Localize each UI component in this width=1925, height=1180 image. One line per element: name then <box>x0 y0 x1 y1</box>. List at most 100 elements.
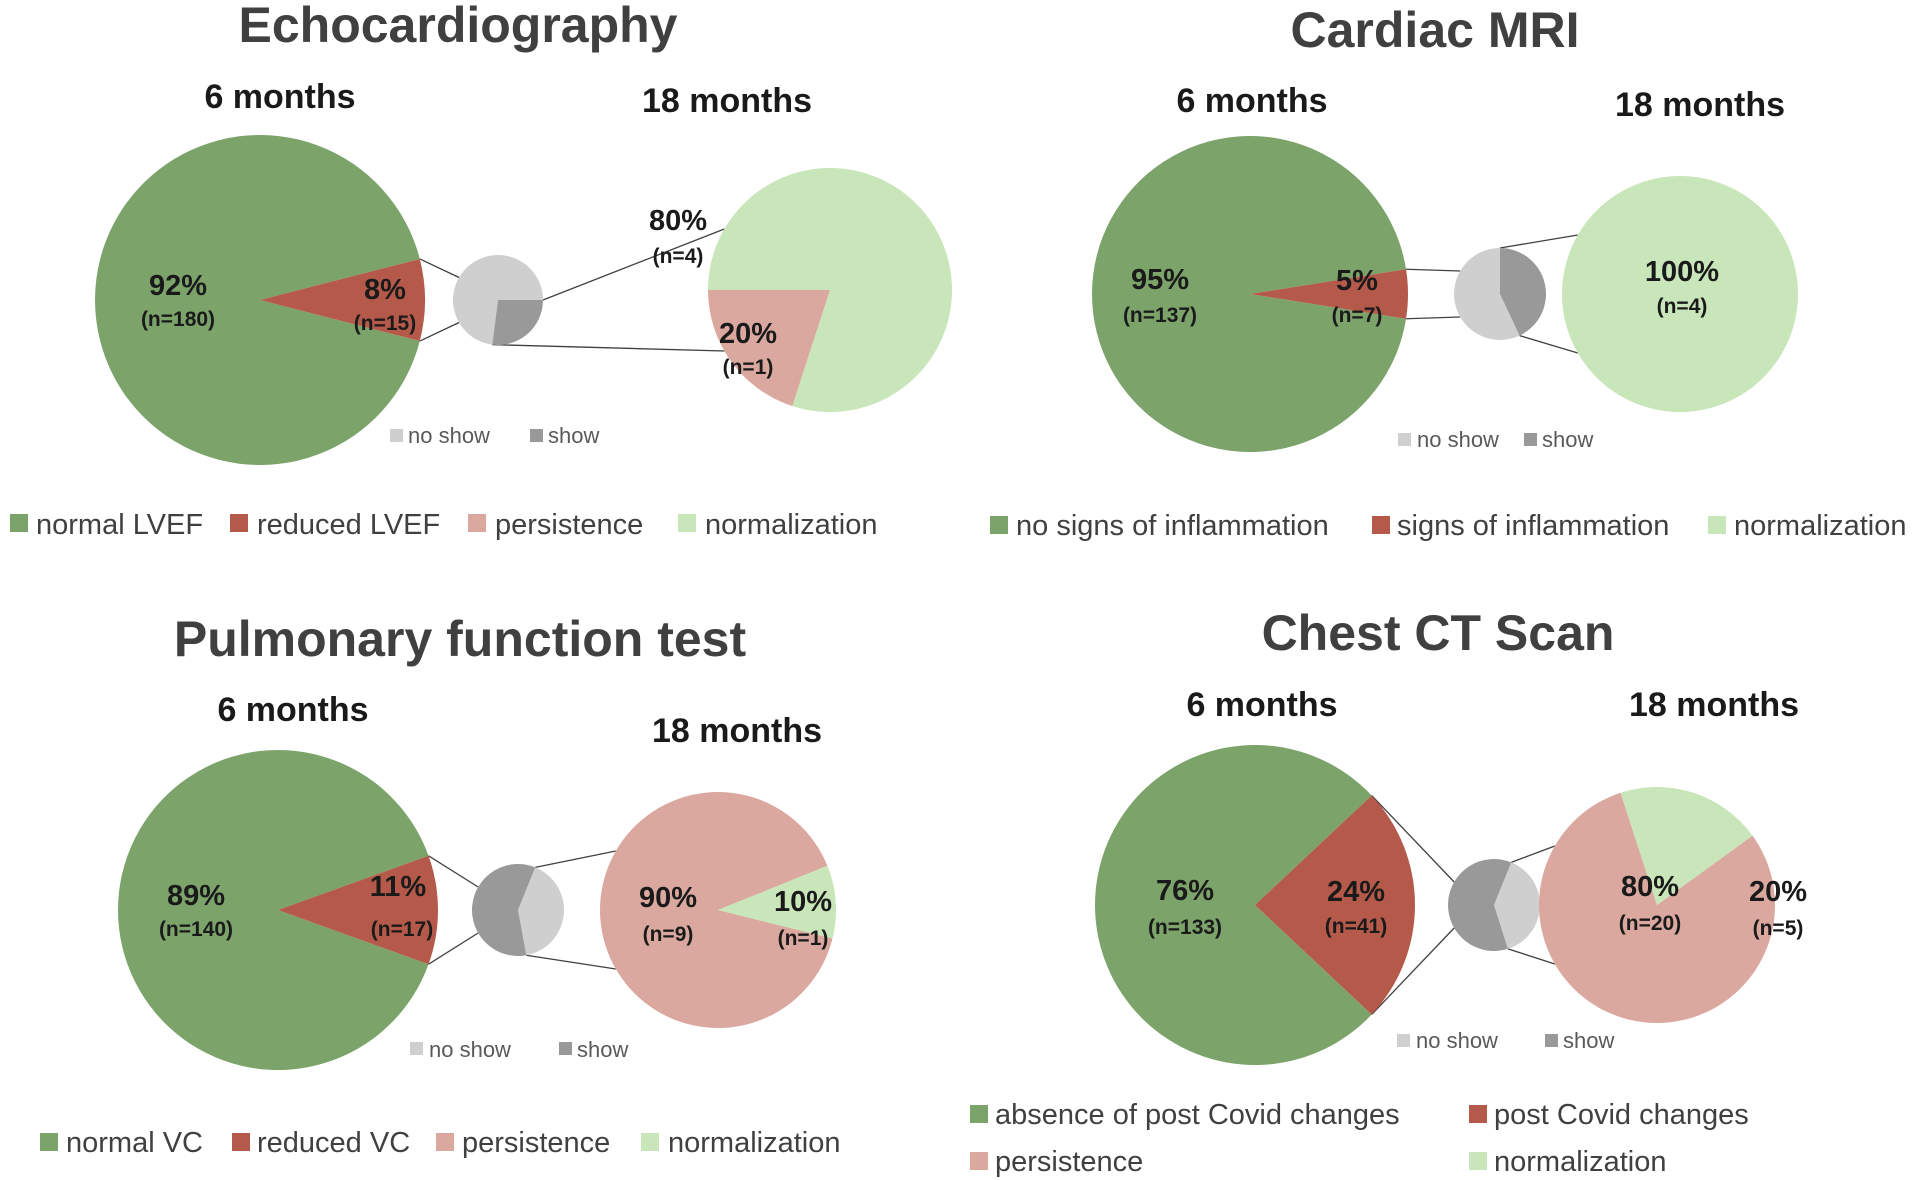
legend-swatch-show <box>559 1042 572 1055</box>
legend-label: absence of post Covid changes <box>995 1099 1400 1131</box>
legend-label: persistence <box>495 509 643 541</box>
legend-swatch-no-show <box>1398 433 1411 446</box>
legend-label: normal VC <box>66 1127 203 1159</box>
legend-swatch <box>970 1152 988 1170</box>
attendance-slice-no-show <box>1454 248 1520 340</box>
legend-label: persistence <box>462 1127 610 1159</box>
followup-slice-normalization <box>708 167 952 412</box>
main-slice-signs-of-inflammation <box>1250 269 1408 319</box>
followup-pct-label: 90% <box>639 882 697 914</box>
legend-label-no-show: no show <box>1417 427 1499 452</box>
main-slice-no-signs-of-inflammation <box>1092 136 1407 453</box>
followup-pie <box>708 167 952 412</box>
main-period-label: 6 months <box>217 691 368 729</box>
panel-chest-ct-scan: Chest CT Scan 6 months 18 months 76% (n=… <box>970 605 1807 1178</box>
attendance-legend: no show show <box>1398 427 1593 452</box>
connector-line <box>1406 268 1461 272</box>
followup-n-label: (n=9) <box>643 923 694 946</box>
followup-pie <box>1562 176 1798 412</box>
attendance-legend: no show show <box>410 1037 628 1062</box>
connector-line <box>1499 234 1578 249</box>
legend-swatch <box>1469 1105 1487 1123</box>
legend-label-show: show <box>577 1037 628 1062</box>
legend-swatch-show <box>1545 1034 1558 1047</box>
main-n-label: (n=41) <box>1325 915 1387 938</box>
main-n-label: (n=140) <box>159 918 233 941</box>
legend: normal LVEF reduced LVEF persistence nor… <box>10 509 877 541</box>
main-slice-absence-of-post-covid-changes <box>1095 745 1372 1065</box>
main-slice-normal-lvef <box>94 135 420 465</box>
attendance-pie <box>452 255 543 346</box>
main-pct-label: 24% <box>1327 876 1385 908</box>
legend: normal VC reduced VC persistence normali… <box>40 1127 840 1159</box>
followup-slice-normalization <box>718 865 836 939</box>
followup-pct-label: 80% <box>1621 871 1679 903</box>
panel-pulmonary-function-test: Pulmonary function test 6 months 18 mont… <box>40 611 840 1159</box>
main-pie <box>1092 136 1408 453</box>
legend-swatch <box>1372 516 1390 534</box>
main-n-label: (n=180) <box>141 308 215 331</box>
connector-lines <box>428 850 616 970</box>
connector-lines <box>1406 234 1578 354</box>
legend-label: reduced VC <box>257 1127 410 1159</box>
legend-swatch <box>230 514 248 532</box>
attendance-legend: no show show <box>390 423 599 448</box>
followup-slice-persistence <box>708 290 830 407</box>
connector-line <box>1507 948 1556 965</box>
main-pct-label: 11% <box>370 871 427 903</box>
main-pct-label: 89% <box>167 880 225 912</box>
followup-n-label: (n=20) <box>1619 912 1681 935</box>
attendance-pie <box>472 864 564 956</box>
followup-n-label: (n=4) <box>1657 295 1708 318</box>
legend-swatch-show <box>530 429 543 442</box>
panel-title: Chest CT Scan <box>1262 605 1615 661</box>
attendance-pie <box>1448 859 1540 951</box>
main-slice-reduced-vc <box>278 855 438 965</box>
main-pct-label: 95% <box>1131 264 1189 296</box>
connector-line <box>1406 316 1461 320</box>
followup-slice-persistence <box>600 791 833 1028</box>
legend: absence of post Covid changes post Covid… <box>970 1099 1749 1178</box>
main-slice-reduced-lvef <box>260 258 425 342</box>
legend-swatch <box>641 1133 659 1151</box>
main-period-label: 6 months <box>1176 82 1327 120</box>
main-pct-label: 76% <box>1156 875 1214 907</box>
attendance-slice-show <box>1448 859 1512 951</box>
legend-label-no-show: no show <box>429 1037 511 1062</box>
followup-period-label: 18 months <box>1615 86 1785 124</box>
legend-label: normal LVEF <box>36 509 203 541</box>
followup-slice-normalization <box>1562 176 1798 412</box>
connector-line <box>1519 334 1578 354</box>
attendance-slice-no-show <box>452 255 543 345</box>
legend-swatch <box>40 1133 58 1151</box>
panel-title: Cardiac MRI <box>1291 2 1580 58</box>
followup-pct-label: 80% <box>649 205 707 237</box>
legend-label: signs of inflammation <box>1397 510 1669 542</box>
legend-swatch <box>468 514 486 532</box>
legend-swatch-no-show <box>410 1042 423 1055</box>
connector-line <box>542 228 725 301</box>
main-slice-normal-vc <box>118 750 429 1070</box>
legend-label-no-show: no show <box>408 423 490 448</box>
followup-n-label: (n=1) <box>778 927 829 950</box>
followup-period-label: 18 months <box>642 82 812 120</box>
followup-n-label: (n=1) <box>723 356 774 379</box>
followup-pie <box>600 791 836 1028</box>
main-pie <box>118 750 438 1070</box>
legend-swatch <box>990 516 1008 534</box>
legend-swatch-no-show <box>1397 1034 1410 1047</box>
connector-line <box>419 321 460 342</box>
main-n-label: (n=137) <box>1123 304 1197 327</box>
main-pct-label: 92% <box>149 270 207 302</box>
connector-lines <box>1371 795 1556 1015</box>
legend-label: reduced LVEF <box>257 509 440 541</box>
connector-line <box>492 343 725 352</box>
panel-echocardiography: Echocardiography 6 months 18 months 92% … <box>10 0 952 541</box>
connector-line <box>1371 927 1455 1015</box>
panel-cardiac-mri: Cardiac MRI 6 months 18 months 95% (n=13… <box>990 2 1906 542</box>
followup-pct-label: 20% <box>1749 876 1807 908</box>
attendance-slice-show <box>1500 248 1547 336</box>
connector-line <box>1371 795 1455 883</box>
attendance-slice-show <box>472 864 536 956</box>
